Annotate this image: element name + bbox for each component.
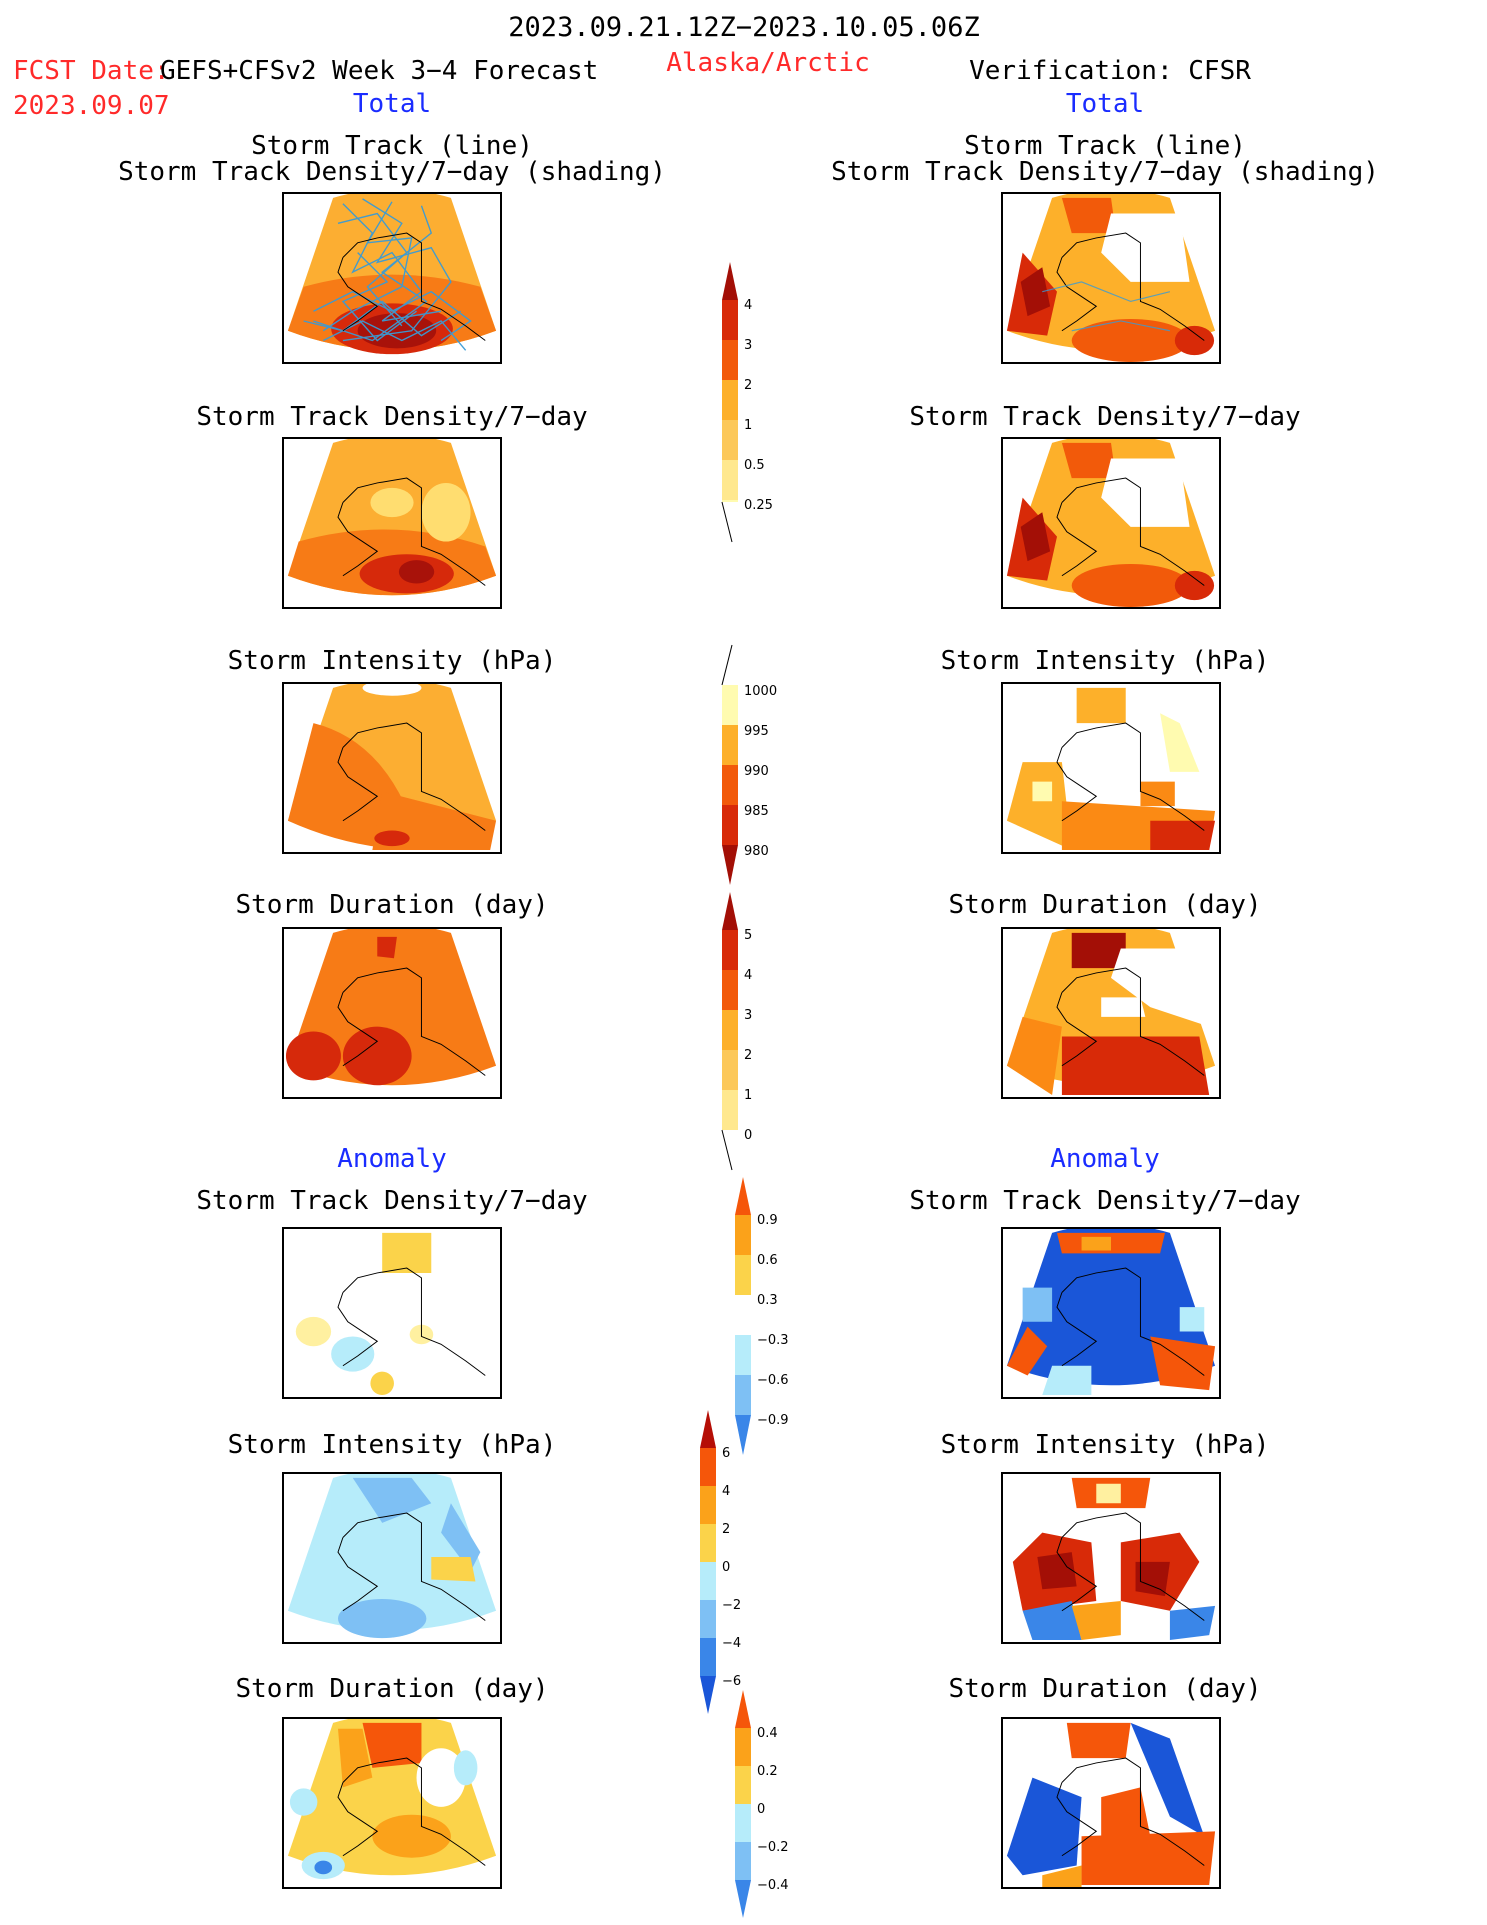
density-anom-tick: 0.9: [757, 1213, 778, 1228]
duration-anom-tick: −0.2: [757, 1840, 789, 1855]
fcst-date-label: FCST Date:: [13, 56, 170, 86]
duration-total-tick: 2: [744, 1048, 752, 1063]
left-anom-density-map: [282, 1227, 502, 1399]
duration-total-tick: 1: [744, 1088, 752, 1103]
right-track-density-title: Storm Track Density/7−day: [909, 402, 1301, 432]
duration-anom-tick: 0.2: [757, 1764, 778, 1779]
duration-anom-colorbar: 0.4 0.2 0 −0.2 −0.4: [735, 1690, 805, 1924]
right-anom-duration-map: [1001, 1717, 1221, 1889]
intensity-anom-tick: 2: [722, 1522, 730, 1537]
duration-anom-tick: 0: [757, 1802, 765, 1817]
left-anom-duration-map: [282, 1717, 502, 1889]
verification-label: Verification: CFSR: [969, 56, 1251, 86]
left-track-density-title: Storm Track Density/7−day: [196, 402, 588, 432]
density-total-tick: 1: [744, 418, 752, 433]
left-track-line-map: [282, 192, 502, 364]
duration-total-tick: 3: [744, 1008, 752, 1023]
left-track-density-shading-title: Storm Track Density/7−day (shading): [118, 157, 666, 187]
right-anom-intensity-title: Storm Intensity (hPa): [940, 1430, 1270, 1460]
right-anomaly-label: Anomaly: [1050, 1144, 1160, 1174]
intensity-total-tick: 985: [744, 804, 769, 819]
intensity-anom-tick: 4: [722, 1484, 730, 1499]
right-duration-map: [1001, 927, 1221, 1099]
density-total-tick: 3: [744, 338, 752, 353]
density-total-tick: 4: [744, 298, 752, 313]
density-anom-tick: 0.6: [757, 1253, 778, 1268]
intensity-total-tick: 980: [744, 844, 769, 859]
intensity-anom-tick: −4: [722, 1636, 741, 1651]
period-title: 2023.09.21.12Z−2023.10.05.06Z: [508, 12, 980, 43]
left-anom-intensity-title: Storm Intensity (hPa): [227, 1430, 557, 1460]
right-anom-density-map: [1001, 1227, 1221, 1399]
left-track-line-title: Storm Track (line): [251, 131, 533, 161]
left-intensity-title: Storm Intensity (hPa): [227, 646, 557, 676]
duration-anom-tick: 0.4: [757, 1726, 778, 1741]
left-anom-intensity-map: [282, 1472, 502, 1644]
intensity-anom-tick: −2: [722, 1598, 741, 1613]
duration-total-tick: 5: [744, 928, 752, 943]
density-anom-tick: −0.6: [757, 1373, 789, 1388]
right-track-density-shading-title: Storm Track Density/7−day (shading): [831, 157, 1379, 187]
density-total-tick: 0.25: [744, 498, 773, 513]
left-anomaly-label: Anomaly: [337, 1144, 447, 1174]
right-total-label: Total: [1065, 89, 1145, 119]
right-track-line-map: [1001, 192, 1221, 364]
right-duration-title: Storm Duration (day): [948, 890, 1262, 920]
right-anom-density-title: Storm Track Density/7−day: [909, 1186, 1301, 1216]
intensity-total-tick: 1000: [744, 684, 777, 699]
duration-anom-tick: −0.4: [757, 1878, 789, 1893]
left-total-label: Total: [352, 89, 432, 119]
left-duration-title: Storm Duration (day): [235, 890, 549, 920]
intensity-anom-tick: 0: [722, 1560, 730, 1575]
left-intensity-map: [282, 682, 502, 854]
right-intensity-map: [1001, 682, 1221, 854]
density-total-colorbar: 4 3 2 1 0.5 0.25: [721, 262, 792, 546]
density-total-tick: 2: [744, 378, 752, 393]
intensity-total-tick: 995: [744, 724, 769, 739]
left-anom-density-title: Storm Track Density/7−day: [196, 1186, 588, 1216]
right-track-density-map: [1001, 437, 1221, 609]
intensity-total-colorbar: 1000 995 990 985 980: [721, 644, 792, 894]
duration-total-tick: 4: [744, 968, 752, 983]
intensity-total-tick: 990: [744, 764, 769, 779]
density-anom-tick: −0.3: [757, 1333, 789, 1348]
left-anom-duration-title: Storm Duration (day): [235, 1674, 549, 1704]
density-anom-colorbar: 0.9 0.6 0.3 −0.3 −0.6 −0.9: [735, 1177, 805, 1461]
region-label: Alaska/Arctic: [666, 48, 870, 78]
right-track-line-title: Storm Track (line): [964, 131, 1246, 161]
left-track-density-map: [282, 437, 502, 609]
intensity-anom-tick: 6: [722, 1446, 730, 1461]
forecast-date: 2023.09.07: [13, 91, 170, 121]
intensity-anom-tick: −6: [722, 1674, 741, 1689]
forecast-model: GEFS+CFSv2 Week 3−4 Forecast: [160, 56, 599, 86]
right-anom-intensity-map: [1001, 1472, 1221, 1644]
intensity-anom-colorbar: 6 4 2 0 −2 −4 −6: [700, 1410, 770, 1724]
left-duration-map: [282, 927, 502, 1099]
duration-total-tick: 0: [744, 1128, 752, 1143]
density-anom-tick: −0.9: [757, 1413, 789, 1428]
density-anom-tick: 0.3: [757, 1293, 778, 1308]
duration-total-colorbar: 5 4 3 2 1 0: [721, 892, 792, 1176]
right-anom-duration-title: Storm Duration (day): [948, 1674, 1262, 1704]
density-total-tick: 0.5: [744, 458, 765, 473]
right-intensity-title: Storm Intensity (hPa): [940, 646, 1270, 676]
